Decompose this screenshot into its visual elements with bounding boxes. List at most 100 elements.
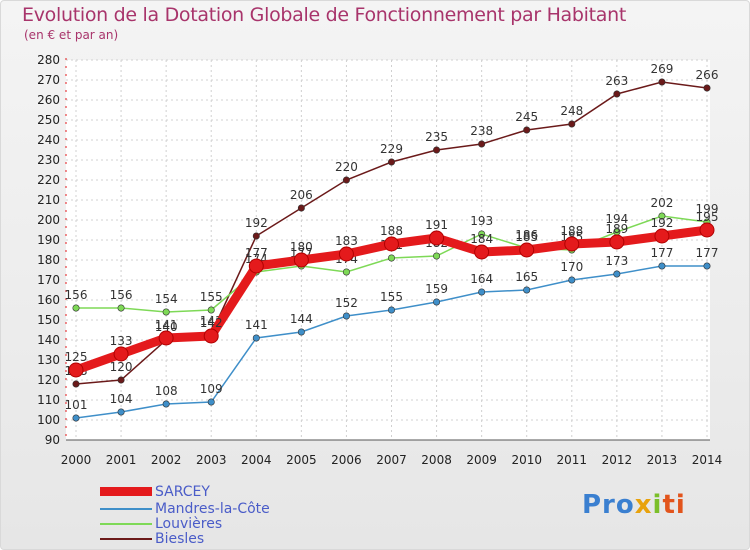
data-point-sarcey	[699, 222, 715, 238]
data-point-sarcey	[248, 258, 264, 274]
chart-title: Evolution de la Dotation Globale de Fonc…	[22, 4, 627, 26]
data-label-biesles: 140	[155, 320, 178, 334]
series-biesles: 1181201401431922062202292352382452482632…	[65, 62, 718, 388]
data-label-sarcey: 185	[515, 230, 538, 244]
legend-item-biesles: Biesles	[100, 530, 205, 547]
data-point-louvi-res	[478, 230, 486, 238]
data-point-mandres-la-c-te	[252, 334, 260, 342]
data-label-sarcey: 177	[245, 246, 268, 260]
data-point-biesles	[523, 126, 531, 134]
data-label-biesles: 206	[290, 188, 313, 202]
data-point-biesles	[568, 120, 576, 128]
data-point-louvi-res	[162, 308, 170, 316]
data-point-biesles	[658, 78, 666, 86]
data-point-sarcey	[654, 228, 670, 244]
data-point-biesles	[72, 380, 80, 388]
y-tick-label: 100	[37, 413, 60, 427]
y-tick-label: 190	[37, 233, 60, 247]
y-tick-label: 260	[37, 93, 60, 107]
data-label-louvi-res: 202	[650, 196, 673, 210]
y-tick-label: 220	[37, 173, 60, 187]
data-point-mandres-la-c-te	[117, 408, 125, 416]
legend-swatch-biesles	[100, 537, 152, 540]
y-tick-label: 150	[37, 313, 60, 327]
legend-swatch-sarcey	[100, 487, 152, 496]
data-label-mandres-la-c-te: 101	[65, 398, 88, 412]
data-label-sarcey: 142	[200, 316, 223, 330]
data-label-mandres-la-c-te: 109	[200, 382, 223, 396]
data-point-biesles	[342, 176, 350, 184]
x-tick-label: 2011	[557, 453, 588, 467]
legend-swatch-mandres	[100, 507, 152, 510]
data-point-mandres-la-c-te	[342, 312, 350, 320]
y-tick-label: 280	[37, 53, 60, 67]
data-point-mandres-la-c-te	[433, 298, 441, 306]
data-point-mandres-la-c-te	[523, 286, 531, 294]
data-point-sarcey	[158, 330, 174, 346]
data-label-mandres-la-c-te: 173	[605, 254, 628, 268]
data-point-sarcey	[293, 252, 309, 268]
x-tick-label: 2013	[647, 453, 678, 467]
legend-item-mandres: Mandres-la-Côte	[100, 500, 270, 517]
y-tick-label: 200	[37, 213, 60, 227]
data-point-mandres-la-c-te	[72, 414, 80, 422]
y-tick-label: 250	[37, 113, 60, 127]
data-label-sarcey: 189	[605, 222, 628, 236]
data-point-biesles	[252, 232, 260, 240]
data-point-mandres-la-c-te	[387, 306, 395, 314]
legend-item-louvieres: Louvières	[100, 516, 222, 532]
data-point-mandres-la-c-te	[297, 328, 305, 336]
y-tick-label: 120	[37, 373, 60, 387]
x-tick-label: 2007	[376, 453, 407, 467]
y-tick-label: 240	[37, 133, 60, 147]
legend-label-mandres: Mandres-la-Côte	[155, 500, 270, 517]
data-point-sarcey	[384, 236, 399, 252]
data-label-sarcey: 195	[696, 210, 719, 224]
x-tick-label: 2002	[151, 453, 182, 467]
data-point-louvi-res	[387, 254, 395, 262]
x-tick-label: 2003	[196, 453, 227, 467]
x-tick-label: 2005	[286, 453, 317, 467]
data-label-mandres-la-c-te: 141	[245, 318, 268, 332]
data-label-biesles: 220	[335, 160, 358, 174]
y-tick-label: 170	[37, 273, 60, 287]
data-label-mandres-la-c-te: 155	[380, 290, 403, 304]
data-label-mandres-la-c-te: 164	[470, 272, 493, 286]
data-point-biesles	[297, 204, 305, 212]
y-tick-label: 160	[37, 293, 60, 307]
data-point-mandres-la-c-te	[658, 262, 666, 270]
data-label-biesles: 192	[245, 216, 268, 230]
x-tick-label: 2008	[421, 453, 452, 467]
x-tick-label: 2004	[241, 453, 272, 467]
data-point-biesles	[117, 376, 125, 384]
data-label-mandres-la-c-te: 177	[696, 246, 719, 260]
data-label-mandres-la-c-te: 152	[335, 296, 358, 310]
data-label-biesles: 238	[470, 124, 493, 138]
data-label-biesles: 229	[380, 142, 403, 156]
data-point-sarcey	[113, 346, 129, 362]
data-point-mandres-la-c-te	[207, 398, 215, 406]
y-tick-label: 110	[37, 393, 60, 407]
data-label-sarcey: 133	[110, 334, 133, 348]
y-tick-label: 130	[37, 353, 60, 367]
data-label-biesles: 120	[110, 360, 133, 374]
y-tick-label: 140	[37, 333, 60, 347]
data-label-louvi-res: 156	[110, 288, 133, 302]
legend-label-sarcey: SARCEY	[155, 483, 210, 500]
data-point-sarcey	[429, 230, 445, 246]
proxiti-logo: Proxiti	[582, 490, 686, 520]
data-label-sarcey: 191	[425, 218, 448, 232]
data-label-mandres-la-c-te: 159	[425, 282, 448, 296]
data-label-mandres-la-c-te: 177	[650, 246, 673, 260]
data-label-sarcey: 188	[380, 224, 403, 238]
data-point-mandres-la-c-te	[703, 262, 711, 270]
data-point-biesles	[703, 84, 711, 92]
data-label-biesles: 263	[605, 74, 628, 88]
data-label-louvi-res: 155	[200, 290, 223, 304]
legend-label-biesles: Biesles	[155, 530, 205, 547]
y-tick-label: 230	[37, 153, 60, 167]
data-point-louvi-res	[207, 306, 215, 314]
data-label-sarcey: 180	[290, 240, 313, 254]
data-point-biesles	[613, 90, 621, 98]
